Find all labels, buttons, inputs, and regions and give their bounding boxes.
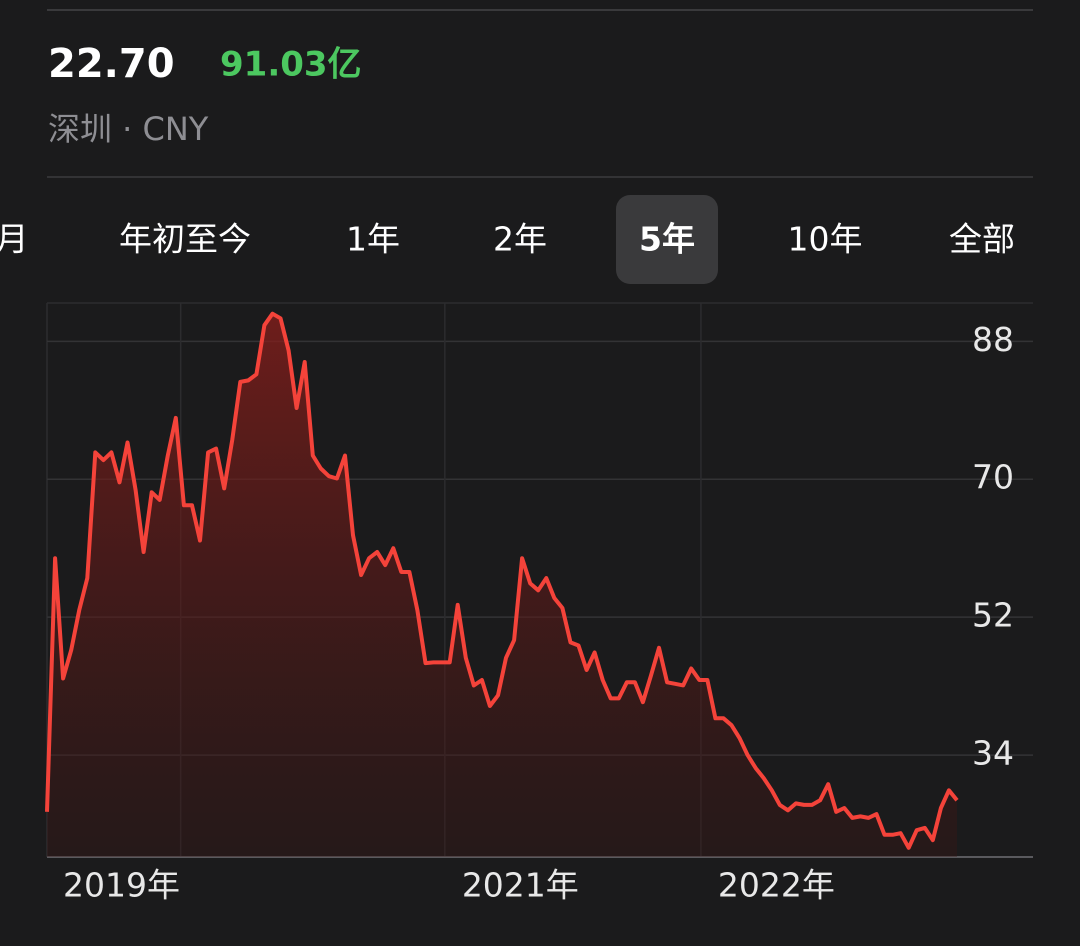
exchange: 深圳 · CNY [48,110,209,148]
range-tab[interactable]: 年初至今 [119,220,251,259]
range-tab[interactable]: 全部 [949,220,1015,259]
y-tick-label: 34 [972,734,1014,773]
y-tick-label: 70 [972,458,1014,497]
x-tick-label: 2019年 [63,866,180,905]
x-tick-label: 2022年 [718,866,835,905]
range-tabs: 月 年初至今 1年 2年 5年 10年 全部 [0,195,1015,284]
y-tick-label: 52 [972,596,1014,635]
area [47,313,957,857]
range-tab[interactable]: 5年 [639,220,695,259]
chart: 34 52 70 88 2019年 2021年 2022年 [45,302,1033,905]
range-tab[interactable]: 2年 [493,220,547,259]
price-line [45,311,959,850]
market-cap: 91.03亿 [220,45,362,85]
y-tick-label: 88 [972,320,1014,359]
range-tab[interactable]: 10年 [788,220,863,259]
price: 22.70 [48,41,175,87]
tab-selected-bg [616,195,718,284]
range-tab[interactable]: 月 [0,220,29,259]
range-tab[interactable]: 1年 [346,220,400,259]
x-tick-label: 2021年 [462,866,579,905]
